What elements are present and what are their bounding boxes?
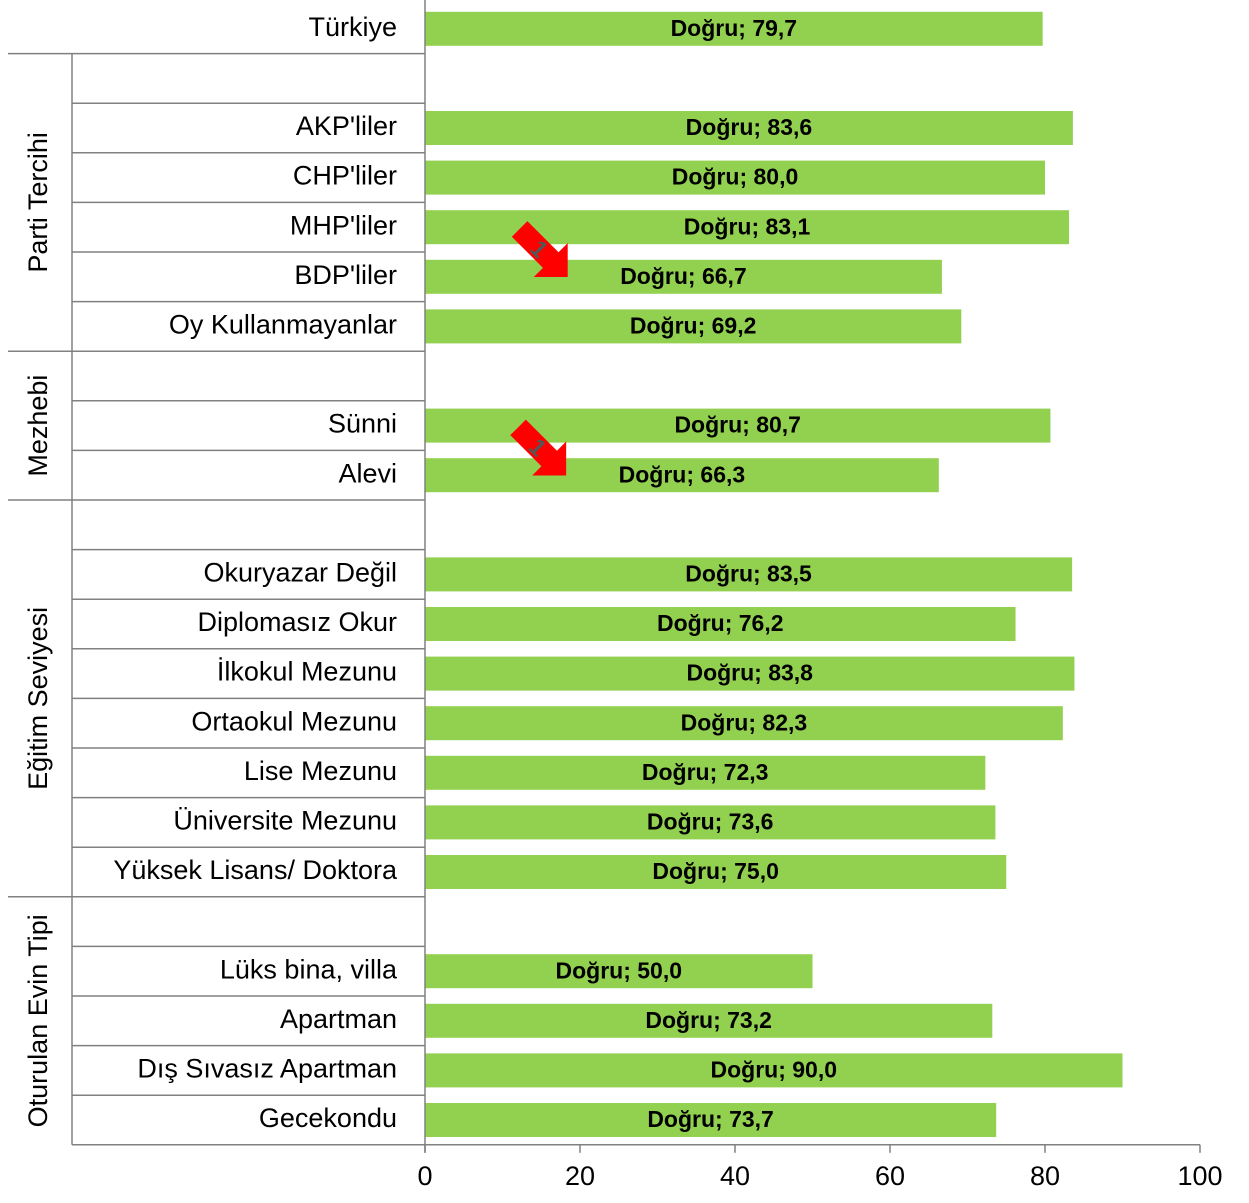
highlight-arrows: 11	[510, 221, 568, 476]
x-tick-label: 0	[417, 1161, 432, 1191]
bar	[425, 855, 1007, 889]
category-label: Oy Kullanmayanlar	[169, 310, 397, 340]
axes	[424, 0, 1200, 1153]
bar	[425, 805, 996, 840]
category-separators	[8, 52, 425, 1146]
red-arrow-icon: 1	[511, 221, 568, 278]
bar	[425, 1003, 993, 1038]
category-label: Üniversite Mezunu	[173, 806, 397, 836]
category-label: BDP'liler	[294, 260, 397, 290]
group-label: Parti Tercihi	[23, 132, 53, 273]
bar	[425, 1103, 997, 1137]
category-label: Yüksek Lisans/ Doktora	[113, 855, 398, 885]
group-label: Oturulan Evin Tipi	[23, 914, 53, 1127]
data-label: Doğru; 90,0	[710, 1056, 837, 1082]
category-label: Ortaokul Mezunu	[191, 706, 397, 736]
category-label: Okuryazar Değil	[203, 558, 397, 588]
category-labels: Türkiye AKP'liler CHP'liler MHP'liler BDP'li…	[113, 12, 398, 1133]
data-label: Doğru; 73,6	[647, 808, 774, 834]
arrow-shape	[510, 419, 567, 476]
bar	[425, 309, 962, 344]
data-label: Doğru; 79,7	[671, 15, 798, 41]
bar	[425, 706, 1063, 741]
bar	[425, 160, 1045, 195]
category-label: Alevi	[338, 458, 397, 488]
data-label: Doğru; 82,3	[681, 709, 808, 735]
data-label: Doğru; 83,1	[684, 213, 811, 239]
x-tick-label: 100	[1177, 1161, 1222, 1191]
category-label: İlkokul Mezunu	[217, 656, 397, 687]
x-tick-label: 80	[1030, 1161, 1060, 1191]
category-label: AKP'liler	[296, 111, 397, 141]
data-label: Doğru; 80,7	[674, 412, 801, 438]
group-labels: Parti Tercihi Mezhebi Eğitim Seviyesi Oturu…	[23, 132, 53, 1127]
x-tick-label: 60	[875, 1161, 905, 1191]
data-label: Doğru; 73,7	[647, 1106, 774, 1132]
bar	[425, 607, 1016, 641]
category-label: Dış Sıvasız Apartman	[137, 1054, 397, 1084]
data-label: Doğru; 66,7	[620, 263, 747, 289]
x-tick-label: 40	[720, 1161, 750, 1191]
group-label: Mezhebi	[23, 375, 53, 477]
red-arrow-icon: 1	[510, 419, 567, 476]
category-label: Gecekondu	[259, 1103, 397, 1133]
data-label: Doğru; 76,2	[657, 610, 784, 636]
data-label: Doğru; 66,3	[619, 461, 746, 487]
data-label: Doğru; 83,6	[686, 114, 813, 140]
arrow-shape	[511, 221, 568, 278]
bar	[425, 1053, 1123, 1088]
category-label: Türkiye	[308, 12, 397, 42]
x-tick-label: 20	[565, 1161, 595, 1191]
bar	[425, 755, 986, 790]
data-label: Doğru; 50,0	[555, 957, 682, 983]
category-label: Diplomasız Okur	[197, 607, 397, 637]
data-label: Doğru; 83,5	[685, 560, 812, 586]
data-label: Doğru; 80,0	[672, 164, 799, 190]
bar	[425, 656, 1075, 691]
data-label: Doğru; 75,0	[652, 858, 779, 884]
data-label: Doğru; 72,3	[642, 759, 769, 785]
bar	[425, 111, 1073, 145]
bar	[425, 954, 813, 989]
x-axis-ticks: 0 20 40 60 80 100	[417, 1144, 1223, 1191]
bar	[425, 259, 942, 294]
category-label: Apartman	[280, 1004, 397, 1034]
data-labels: Doğru; 79,7 Doğru; 83,6 Doğru; 80,0 Doğru; …	[555, 15, 837, 1132]
data-label: Doğru; 69,2	[630, 312, 757, 338]
category-label: Lise Mezunu	[244, 756, 397, 786]
category-label: MHP'liler	[290, 210, 397, 240]
bar	[425, 11, 1043, 46]
bar	[425, 458, 939, 493]
category-label: Lüks bina, villa	[220, 954, 398, 984]
data-label: Doğru; 73,2	[645, 1007, 772, 1033]
bar	[425, 557, 1073, 592]
group-label: Eğitim Seviyesi	[23, 607, 53, 790]
data-label: Doğru; 83,8	[686, 660, 813, 686]
category-label: CHP'liler	[293, 161, 397, 191]
category-label: Sünni	[328, 409, 397, 439]
